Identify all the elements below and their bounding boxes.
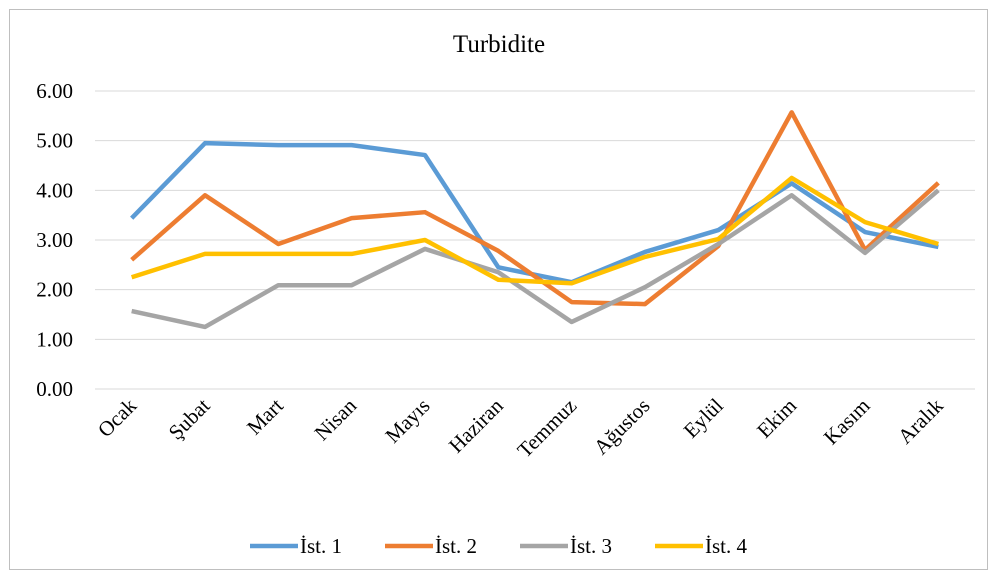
y-tick-label: 0.00 xyxy=(36,377,73,401)
legend-label: İst. 2 xyxy=(435,534,477,558)
line-series xyxy=(131,188,940,330)
line-series xyxy=(130,110,940,307)
legend-label: İst. 3 xyxy=(570,534,612,558)
y-tick-label: 1.00 xyxy=(36,327,73,351)
y-tick-label: 2.00 xyxy=(36,278,73,302)
y-tick-label: 3.00 xyxy=(36,228,73,252)
y-tick-label: 4.00 xyxy=(36,178,73,202)
legend-label: İst. 1 xyxy=(300,534,342,558)
chart-title: Turbidite xyxy=(453,31,545,58)
y-tick-label: 5.00 xyxy=(36,129,73,153)
line-series xyxy=(130,175,939,286)
legend-label: İst. 4 xyxy=(705,534,748,558)
y-tick-label: 6.00 xyxy=(36,79,73,103)
